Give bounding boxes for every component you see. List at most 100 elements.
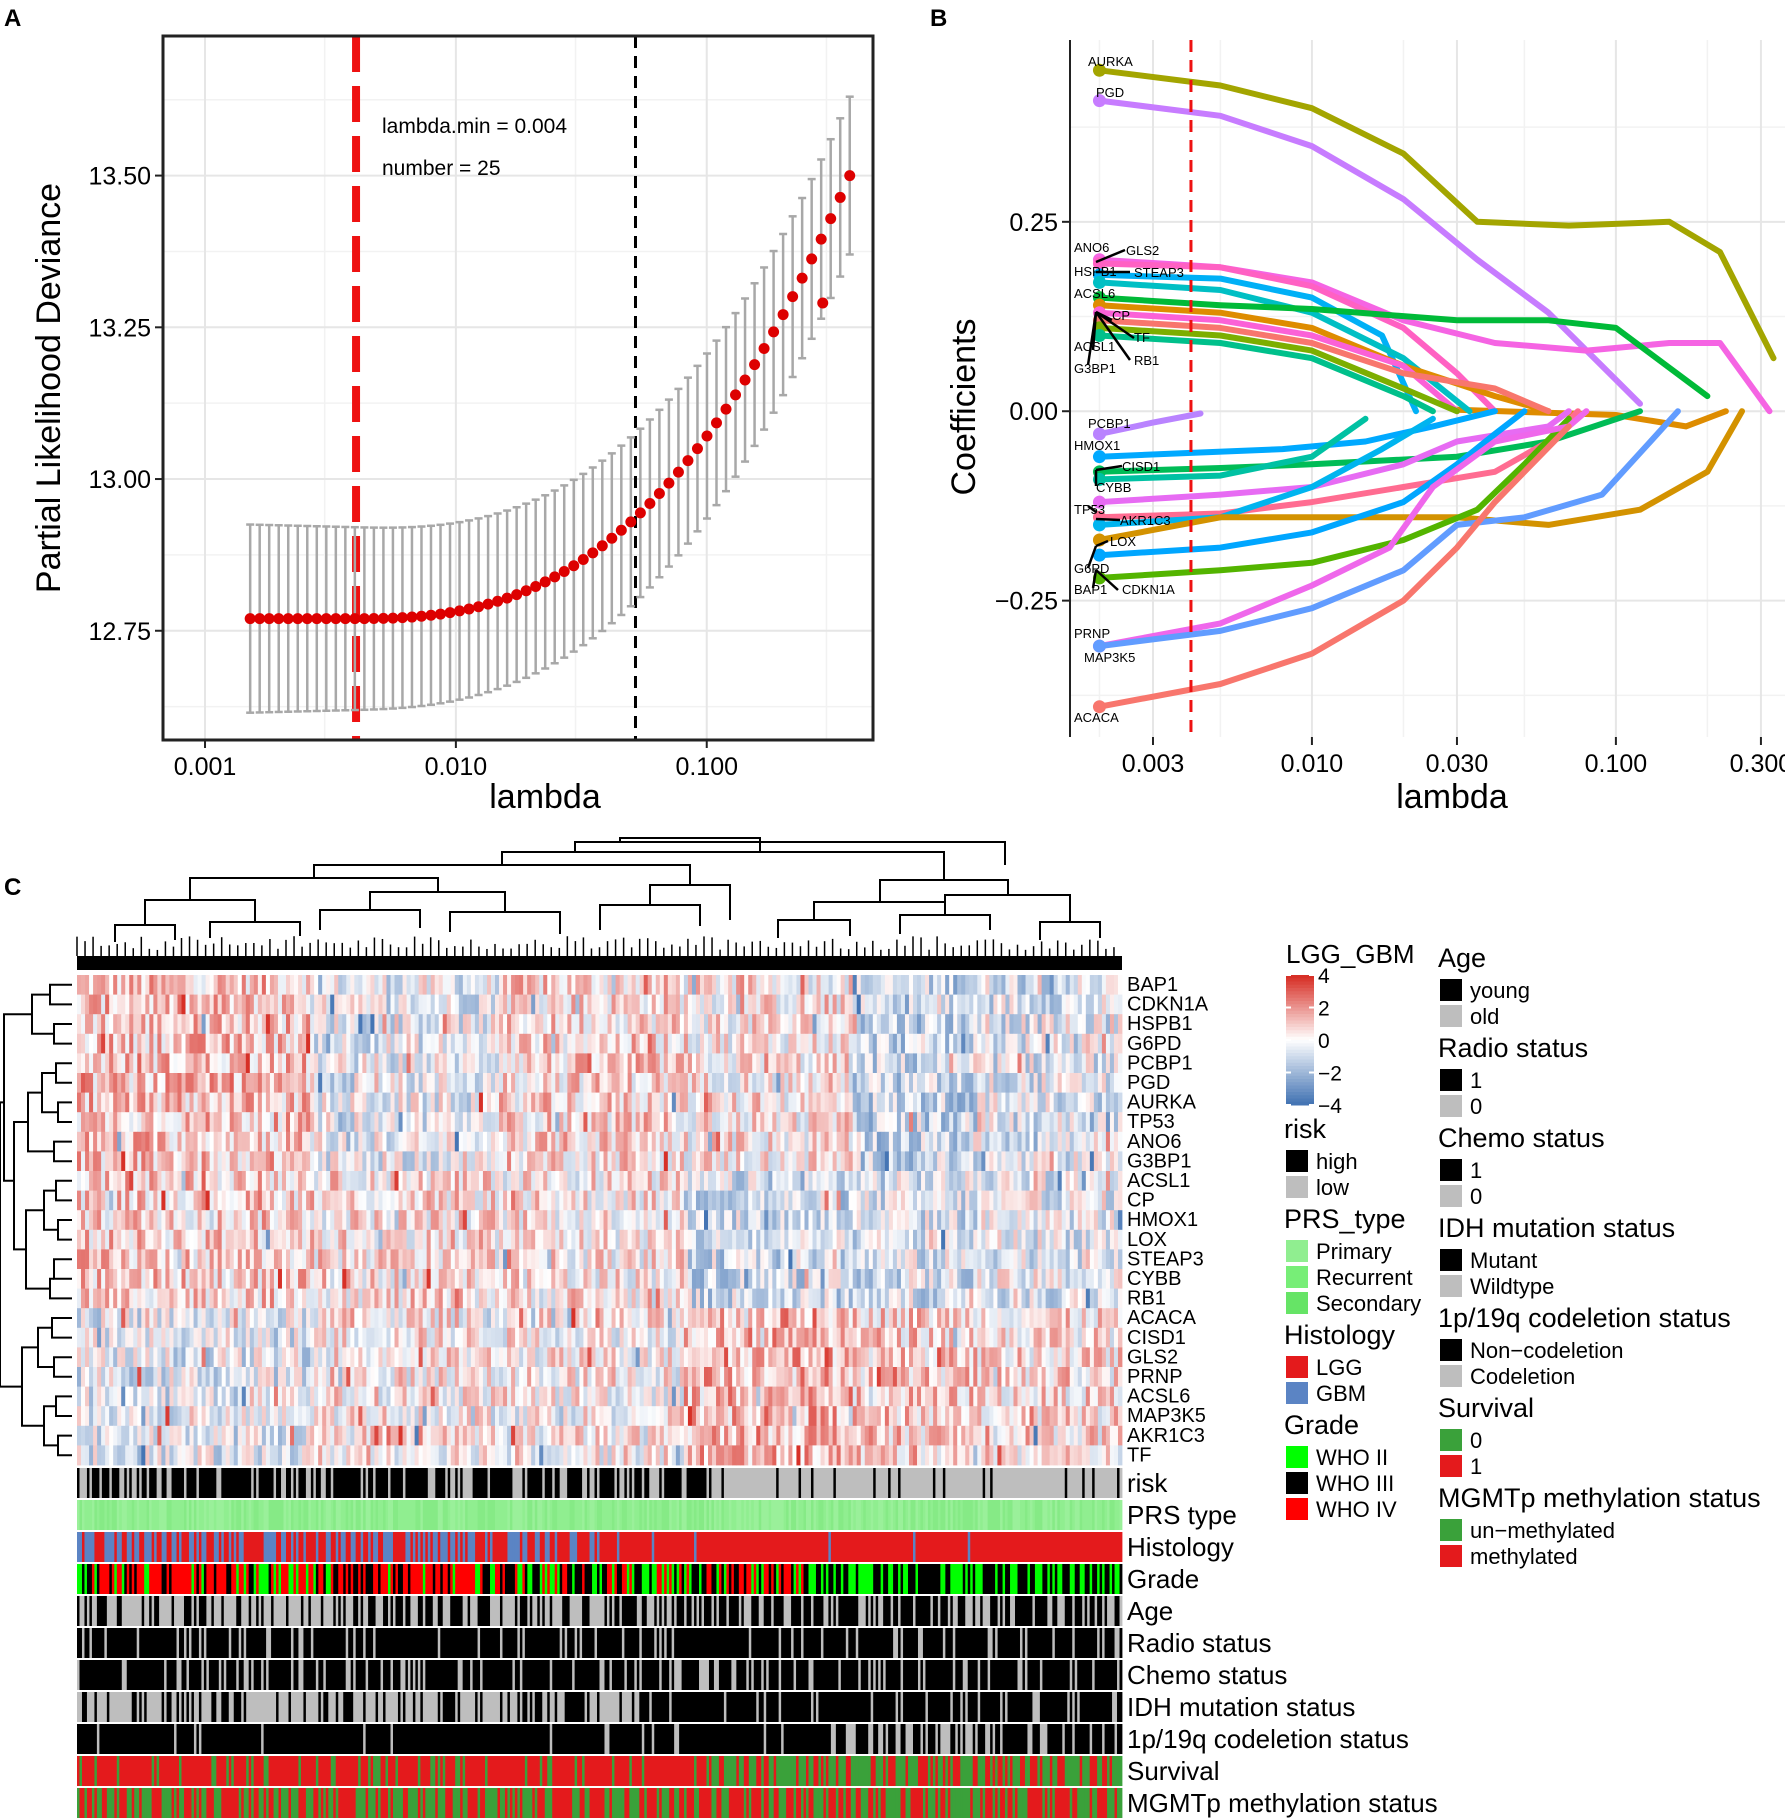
heatmap-cell: [780, 1210, 785, 1231]
dendrogram-link: [313, 864, 691, 885]
heatmap-cell: [507, 994, 512, 1015]
heatmap-cell: [756, 994, 761, 1015]
heatmap-cell: [1041, 1229, 1047, 1250]
heatmap-cell: [631, 1151, 637, 1172]
heatmap-cell: [221, 1288, 227, 1309]
heatmap-cell: [957, 994, 962, 1015]
heatmap-cell: [1021, 1229, 1026, 1250]
heatmap-cell: [639, 1073, 645, 1093]
heatmap-cell: [836, 1269, 842, 1289]
heatmap-cell: [611, 1073, 616, 1093]
heatmap-cell: [1117, 975, 1123, 995]
heatmap-cell: [442, 1112, 448, 1133]
panel-a-y-axis-label: Partial Likelihood Deviance: [30, 183, 68, 593]
heatmap-cell: [695, 1033, 701, 1054]
heatmap-cell: [109, 1210, 114, 1231]
heatmap-cell: [277, 1014, 283, 1035]
heatmap-cell: [1001, 1073, 1006, 1093]
heatmap-cell: [129, 1131, 134, 1152]
heatmap-cell: [129, 1033, 134, 1054]
heatmap-cell: [382, 975, 387, 995]
heatmap-cell: [193, 994, 198, 1015]
heatmap-cell: [350, 1190, 355, 1211]
heatmap-cell: [137, 1269, 142, 1289]
heatmap-cell: [969, 1073, 974, 1093]
heatmap-cell: [884, 1190, 890, 1211]
heatmap-cell: [153, 1112, 158, 1133]
heatmap-cell: [768, 994, 773, 1015]
heatmap-cell: [101, 1151, 106, 1172]
heatmap-cell: [426, 1073, 432, 1093]
heatmap-cell: [832, 1288, 838, 1309]
heatmap-cell: [402, 1131, 407, 1152]
heatmap-cell: [370, 1229, 375, 1250]
heatmap-cell: [728, 1033, 733, 1054]
heatmap-cell: [269, 1249, 275, 1270]
heatmap-cell: [149, 1269, 154, 1289]
heatmap-cell: [197, 1073, 202, 1093]
path-start-g3bp1: [1092, 328, 1106, 342]
heatmap-cell: [213, 1073, 219, 1093]
heatmap-cell: [169, 1288, 174, 1309]
heatmap-cell: [732, 1151, 737, 1172]
heatmap-cell: [627, 994, 633, 1015]
heatmap-cell: [764, 1190, 769, 1211]
heatmap-cell: [708, 1229, 713, 1250]
heatmap-cell: [326, 1014, 331, 1035]
heatmap-cell: [599, 1112, 604, 1133]
heatmap-cell: [354, 1092, 359, 1113]
heatmap-cell: [125, 975, 130, 995]
heatmap-cell: [225, 994, 231, 1015]
heatmap-cell: [820, 1210, 825, 1231]
path-label-ano6: ANO6: [1074, 240, 1109, 255]
heatmap-cell: [93, 1092, 98, 1113]
heatmap-cell: [575, 994, 580, 1015]
heatmap-cell: [627, 1288, 633, 1309]
heatmap-cell: [430, 1053, 436, 1074]
heatmap-cell: [828, 1112, 834, 1133]
heatmap-cell: [430, 1171, 436, 1191]
heatmap-cell: [792, 1112, 797, 1133]
heatmap-cell: [245, 1073, 251, 1093]
heatmap-cell: [957, 1053, 962, 1074]
heatmap-cell: [294, 1210, 299, 1231]
heatmap-cell: [627, 1249, 633, 1270]
heatmap-cell: [832, 1033, 838, 1054]
heatmap-cell: [346, 1190, 351, 1211]
heatmap-cell: [531, 1053, 536, 1074]
heatmap-cell: [949, 1014, 954, 1035]
heatmap-cell: [575, 1269, 580, 1289]
heatmap-cell: [933, 1151, 938, 1172]
heatmap-cell: [165, 1112, 170, 1133]
heatmap-cell: [712, 994, 717, 1015]
heatmap-cell: [105, 1171, 110, 1191]
heatmap-cell: [286, 1210, 291, 1231]
heatmap-cell: [1005, 1229, 1010, 1250]
heatmap-cell: [929, 1288, 934, 1309]
heatmap-cell: [1101, 1112, 1107, 1133]
heatmap-cell: [294, 1151, 299, 1172]
heatmap-cell: [294, 1131, 299, 1152]
heatmap-cell: [117, 1131, 122, 1152]
heatmap-cell: [993, 1053, 998, 1074]
heatmap-cell: [374, 1092, 379, 1113]
heatmap-cell: [390, 1288, 395, 1309]
heatmap-cell: [334, 1151, 339, 1172]
heatmap-cell: [241, 1288, 247, 1309]
heatmap-cell: [1013, 1073, 1018, 1093]
heatmap-cell: [631, 1249, 637, 1270]
path-aurka: [1096, 67, 1777, 362]
heatmap-cell: [374, 1269, 379, 1289]
heatmap-cell: [1069, 1151, 1075, 1172]
heatmap-cell: [904, 975, 910, 995]
heatmap-cell: [418, 1269, 424, 1289]
heatmap-cell: [679, 1210, 685, 1231]
heatmap-cell: [478, 1249, 484, 1270]
heatmap-cell: [1085, 1210, 1091, 1231]
heatmap-cell: [917, 1229, 922, 1250]
heatmap-cell: [490, 1073, 496, 1093]
heatmap-cell: [438, 1171, 444, 1191]
heatmap-cell: [880, 1151, 886, 1172]
heatmap-cell: [241, 1171, 247, 1191]
heatmap-cell: [225, 1073, 231, 1093]
